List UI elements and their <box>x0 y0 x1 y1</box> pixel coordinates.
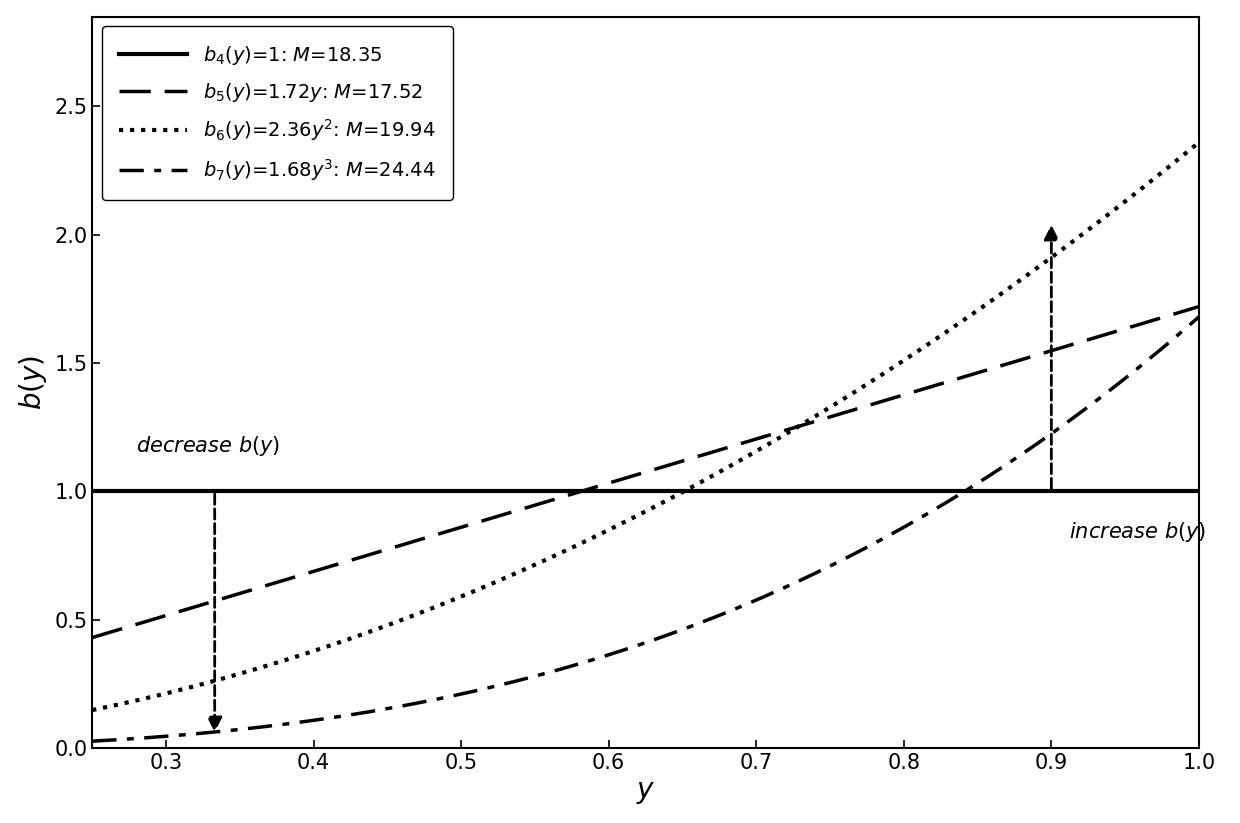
Y-axis label: $b(y)$: $b(y)$ <box>16 355 48 410</box>
Text: decrease $b(y)$: decrease $b(y)$ <box>136 434 280 458</box>
Legend: $b_4(y)$=1: $M$=18.35, $b_5(y)$=1.72$y$: $M$=17.52, $b_6(y)$=2.36$y^2$: $M$=19.9: $b_4(y)$=1: $M$=18.35, $b_5(y)$=1.72$y$:… <box>102 26 453 200</box>
X-axis label: $y$: $y$ <box>636 779 655 807</box>
Text: increase $b(y)$: increase $b(y)$ <box>1069 520 1207 544</box>
